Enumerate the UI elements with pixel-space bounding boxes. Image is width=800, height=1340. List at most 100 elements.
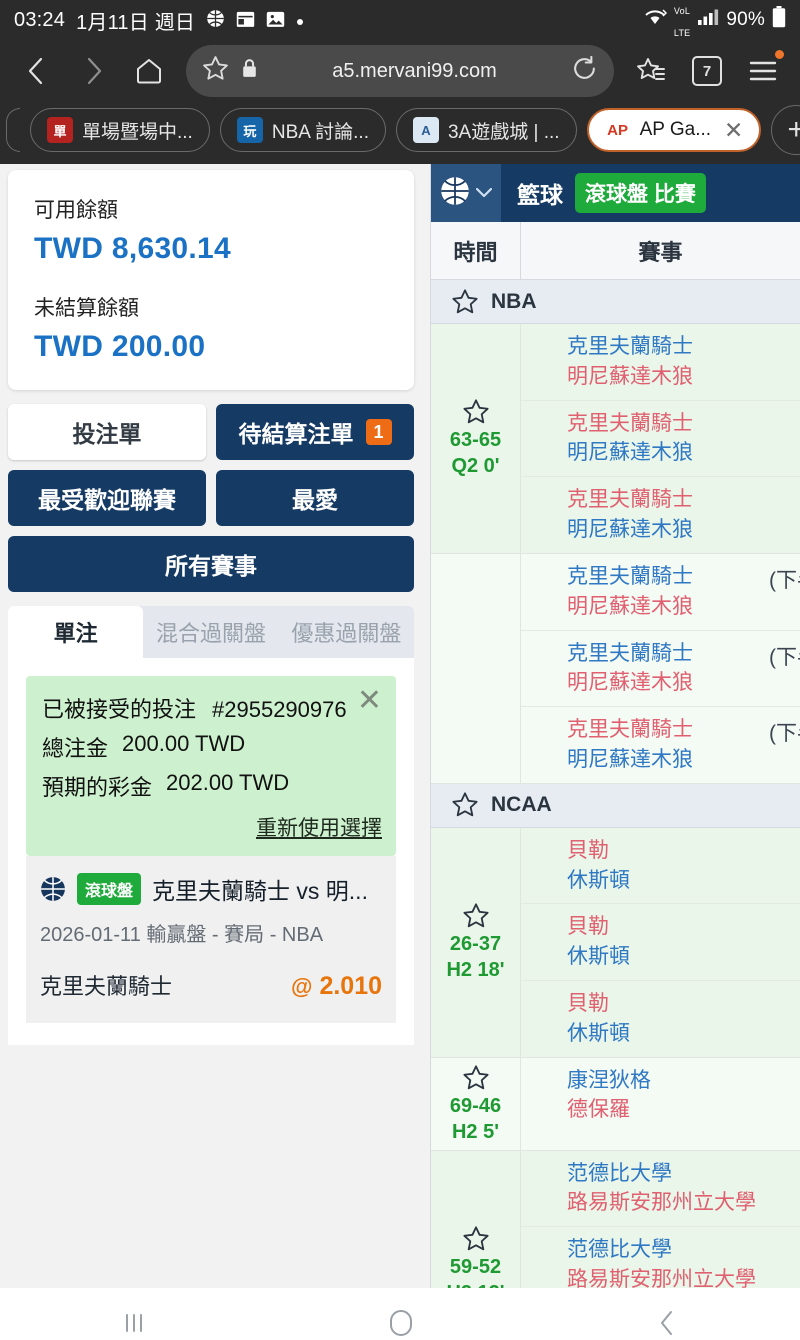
- league-header-nba[interactable]: NBA: [431, 280, 800, 324]
- star-icon[interactable]: [462, 1064, 490, 1092]
- team-home: 貝勒: [567, 992, 609, 1015]
- team-away: 休斯頓: [567, 1021, 630, 1045]
- match-row: 59-52 H2 12' 范德比大學 路易斯安那州立大學 范德比大學 路易斯安那…: [431, 1150, 800, 1288]
- star-icon[interactable]: [451, 791, 479, 819]
- tab-bonus-parlay[interactable]: 優惠過關盤: [291, 621, 402, 646]
- url-text: a5.mervani99.com: [332, 59, 497, 82]
- wifi-icon: [643, 7, 667, 33]
- match-time-cell[interactable]: 26-37 H2 18': [431, 827, 521, 1057]
- url-bar[interactable]: a5.mervani99.com: [186, 45, 614, 97]
- network-type-label: VoL LTE: [673, 6, 691, 38]
- match-period: H2 5': [451, 1120, 499, 1143]
- status-bar: 03:24 1月11日 週日 VoL LTE: [0, 0, 800, 40]
- team-home: 克里夫蘭騎士: [567, 564, 693, 588]
- market-line[interactable]: 克里夫蘭騎士 明尼蘇達木狼 (下半: [521, 554, 800, 631]
- favicon-icon: AP: [604, 117, 631, 143]
- payout-row: 預期的彩金 202.00 TWD: [42, 770, 382, 802]
- back-button[interactable]: [10, 44, 64, 98]
- market-suffix: (下半: [769, 645, 800, 669]
- tab-single-bet[interactable]: 單注: [8, 606, 144, 658]
- payout-value: 202.00 TWD: [166, 770, 290, 795]
- tab-mixed-parlay[interactable]: 混合過關盤: [155, 621, 266, 646]
- match-period: H2 18': [446, 959, 505, 982]
- team-away: 明尼蘇達木狼: [567, 441, 693, 465]
- tab-count-label: 7: [692, 56, 722, 86]
- all-events-button[interactable]: 所有賽事: [8, 536, 414, 592]
- bet-accepted-panel: ✕ 已被接受的投注 #2955290976 總注金 200.00 TWD 預期的…: [26, 676, 396, 856]
- reuse-selection-link[interactable]: 重新使用選擇: [256, 817, 382, 840]
- bookmark-star-icon[interactable]: [202, 55, 229, 87]
- market-line[interactable]: 克里夫蘭騎士 明尼蘇達木狼: [521, 401, 800, 478]
- market-line[interactable]: 克里夫蘭騎士 明尼蘇達木狼: [521, 324, 800, 401]
- market-line[interactable]: 范德比大學 路易斯安那州立大學: [521, 1227, 800, 1288]
- match-time-cell[interactable]: 59-52 H2 12': [431, 1150, 521, 1288]
- star-icon[interactable]: [451, 288, 479, 316]
- tab-switcher-button[interactable]: 7: [680, 44, 734, 98]
- browser-tab-2[interactable]: 玩 NBA 討論...: [219, 108, 386, 152]
- column-header-time: 時間: [431, 222, 521, 279]
- favicon-icon: 單: [47, 117, 73, 143]
- bet-selection: 克里夫蘭騎士: [40, 974, 173, 999]
- match-period: H2 12': [446, 1282, 504, 1288]
- market-line[interactable]: 范德比大學 路易斯安那州立大學: [521, 1151, 800, 1228]
- match-market-lines: 克里夫蘭騎士 明尼蘇達木狼 (下半 克里夫蘭騎士 明尼蘇達木狼 (下半 克里夫蘭…: [521, 554, 800, 783]
- star-icon[interactable]: [462, 398, 490, 426]
- image-icon: [266, 10, 285, 31]
- payout-label: 預期的彩金: [42, 775, 153, 800]
- market-line[interactable]: 貝勒 休斯頓: [521, 981, 800, 1057]
- betslip-button[interactable]: 投注單: [8, 404, 206, 460]
- bookmarks-button[interactable]: [624, 44, 678, 98]
- menu-button[interactable]: [736, 44, 790, 98]
- market-line[interactable]: 康涅狄格 德保羅: [521, 1058, 800, 1134]
- dot-icon: [296, 12, 304, 29]
- live-matches-pill[interactable]: 滾球盤 比賽: [575, 173, 706, 213]
- home-button[interactable]: [122, 44, 176, 98]
- new-tab-button[interactable]: +: [771, 105, 800, 155]
- match-row: 克里夫蘭騎士 明尼蘇達木狼 (下半 克里夫蘭騎士 明尼蘇達木狼 (下半 克里夫蘭…: [431, 553, 800, 784]
- match-market-lines: 克里夫蘭騎士 明尼蘇達木狼 克里夫蘭騎士 明尼蘇達木狼 克里夫蘭騎士 明尼蘇達木…: [521, 324, 800, 553]
- reload-icon[interactable]: [571, 55, 598, 87]
- forward-button[interactable]: [66, 44, 120, 98]
- market-suffix: (下半: [769, 722, 800, 746]
- pending-bets-button[interactable]: 待結算注單 1: [216, 404, 414, 460]
- browser-tab-1[interactable]: 單 單場暨場中...: [30, 108, 210, 152]
- team-home: 克里夫蘭騎士: [567, 718, 693, 742]
- tab-title: AP Ga...: [639, 119, 712, 140]
- star-icon[interactable]: [462, 902, 490, 930]
- market-line[interactable]: 克里夫蘭騎士 明尼蘇達木狼: [521, 477, 800, 553]
- team-home: 克里夫蘭騎士: [567, 488, 693, 512]
- favorites-button[interactable]: 最愛: [216, 470, 414, 526]
- browser-tab-active[interactable]: AP AP Ga... ✕: [586, 108, 762, 152]
- league-name: NBA: [491, 289, 537, 313]
- popular-leagues-button[interactable]: 最受歡迎聯賽: [8, 470, 206, 526]
- market-line[interactable]: 克里夫蘭騎士 明尼蘇達木狼 (下半: [521, 631, 800, 708]
- pending-bets-label: 待結算注單: [238, 421, 354, 447]
- market-line[interactable]: 貝勒 休斯頓: [521, 904, 800, 981]
- match-time-cell[interactable]: 69-46 H2 5': [431, 1057, 521, 1150]
- match-row: 26-37 H2 18' 貝勒 休斯頓 貝勒 休斯頓 貝勒 休斯頓: [431, 827, 800, 1058]
- popular-leagues-label: 最受歡迎聯賽: [38, 487, 176, 513]
- market-line[interactable]: 貝勒 休斯頓: [521, 828, 800, 905]
- back-icon[interactable]: [655, 1308, 679, 1340]
- close-icon[interactable]: ✕: [724, 116, 744, 143]
- league-header-ncaa[interactable]: NCAA: [431, 783, 800, 828]
- recents-icon[interactable]: [121, 1310, 147, 1340]
- match-time-cell[interactable]: 63-65 Q2 0': [431, 324, 521, 553]
- sport-selector[interactable]: [431, 164, 501, 222]
- browser-tab-partial[interactable]: [6, 108, 20, 152]
- betslip-tabs: 單注 混合過關盤 優惠過關盤: [8, 606, 414, 658]
- stake-value: 200.00 TWD: [122, 731, 246, 756]
- match-time-cell[interactable]: [431, 553, 521, 783]
- column-header-event: 賽事: [638, 239, 683, 265]
- market-line[interactable]: 克里夫蘭騎士 明尼蘇達木狼 (下半: [521, 707, 800, 783]
- close-icon[interactable]: ✕: [356, 684, 382, 717]
- star-icon[interactable]: [462, 1225, 490, 1253]
- tab-title: 單場暨場中...: [82, 121, 193, 143]
- home-icon[interactable]: [388, 1308, 414, 1340]
- match-market-lines: 貝勒 休斯頓 貝勒 休斯頓 貝勒 休斯頓: [521, 828, 800, 1057]
- events-column-headers: 時間 賽事: [431, 222, 800, 280]
- basketball-icon: [206, 9, 225, 31]
- basketball-icon: [40, 876, 66, 902]
- match-market-lines: 康涅狄格 德保羅: [521, 1058, 800, 1150]
- browser-tab-3[interactable]: A 3A遊戲城 | ...: [395, 108, 577, 152]
